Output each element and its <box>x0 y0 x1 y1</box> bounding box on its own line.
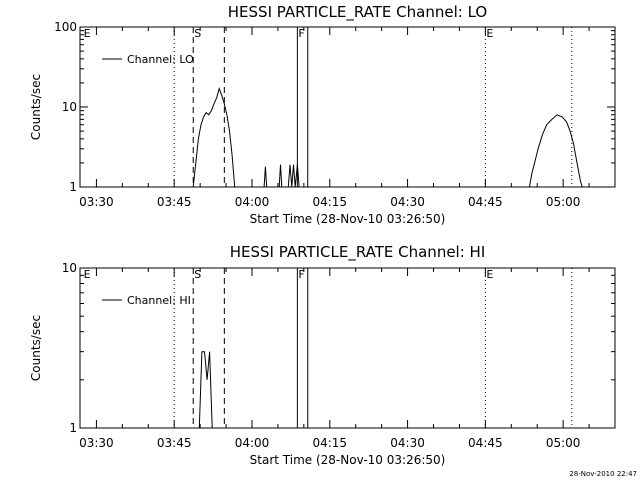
x-tick-label: 04:45 <box>468 436 503 450</box>
x-axis-label: Start Time (28-Nov-10 03:26:50) <box>250 453 446 467</box>
plot-frame <box>79 267 616 429</box>
series-line <box>263 166 268 188</box>
event-marker-label: S <box>194 268 201 281</box>
legend-label: Channel: HI <box>127 294 191 307</box>
legend-label: Channel: LO <box>127 53 194 66</box>
y-axis-label: Counts/sec <box>29 74 43 140</box>
timestamp: 28-Nov-2010 22:47 <box>569 470 637 478</box>
hi-channel-panel: HESSI PARTICLE_RATE Channel: HI 03:30 03:4… <box>29 243 616 467</box>
y-axis-label: Counts/sec <box>29 315 43 381</box>
event-marker-label: E <box>84 27 91 40</box>
event-marker-label: F <box>298 268 304 281</box>
y-tick-label: 100 <box>54 20 77 34</box>
x-tick-label: 04:15 <box>312 436 347 450</box>
x-tick-label: 03:30 <box>79 195 114 209</box>
y-tick-label: 1 <box>69 180 77 194</box>
chart-title: HESSI PARTICLE_RATE Channel: HI <box>230 243 486 262</box>
event-marker-label: F <box>298 27 304 40</box>
x-tick-label: 03:30 <box>79 436 114 450</box>
series-line <box>192 86 236 188</box>
x-tick-label: 04:30 <box>390 436 425 450</box>
x-tick-label: 04:00 <box>235 195 270 209</box>
series-line <box>198 351 213 429</box>
series-line <box>287 164 300 188</box>
x-axis-label: Start Time (28-Nov-10 03:26:50) <box>250 212 446 226</box>
x-tick-label: 04:30 <box>390 195 425 209</box>
y-tick-label: 10 <box>62 100 77 114</box>
chart-title: HESSI PARTICLE_RATE Channel: LO <box>228 3 487 22</box>
event-marker-label: E <box>486 27 493 40</box>
event-marker-label: S <box>194 27 201 40</box>
series-line <box>278 164 283 188</box>
y-tick-label: 1 <box>69 421 77 435</box>
x-tick-label: 03:45 <box>157 436 192 450</box>
event-marker-label: E <box>84 268 91 281</box>
x-tick-label: 04:45 <box>468 195 503 209</box>
x-tick-label: 03:45 <box>157 195 192 209</box>
x-tick-label: 04:15 <box>312 195 347 209</box>
x-tick-label: 04:00 <box>235 436 270 450</box>
x-tick-label: 05:00 <box>546 195 581 209</box>
lo-channel-panel: HESSI PARTICLE_RATE Channel: LO 03:30 03:4… <box>29 3 616 226</box>
event-marker-label: E <box>486 268 493 281</box>
series-line <box>528 114 583 188</box>
y-tick-label: 10 <box>62 261 77 275</box>
x-tick-label: 05:00 <box>546 436 581 450</box>
